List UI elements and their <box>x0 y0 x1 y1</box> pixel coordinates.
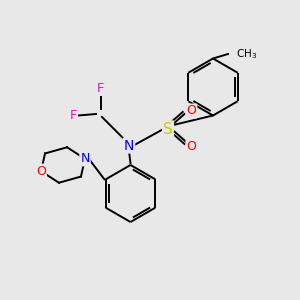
Text: F: F <box>97 82 104 95</box>
Text: O: O <box>36 165 46 178</box>
Text: O: O <box>187 104 196 118</box>
Text: O: O <box>187 140 196 154</box>
Text: N: N <box>124 139 134 152</box>
Text: S: S <box>163 122 173 136</box>
Text: CH$_3$: CH$_3$ <box>236 47 257 61</box>
Text: N: N <box>80 152 90 165</box>
Text: F: F <box>70 109 77 122</box>
